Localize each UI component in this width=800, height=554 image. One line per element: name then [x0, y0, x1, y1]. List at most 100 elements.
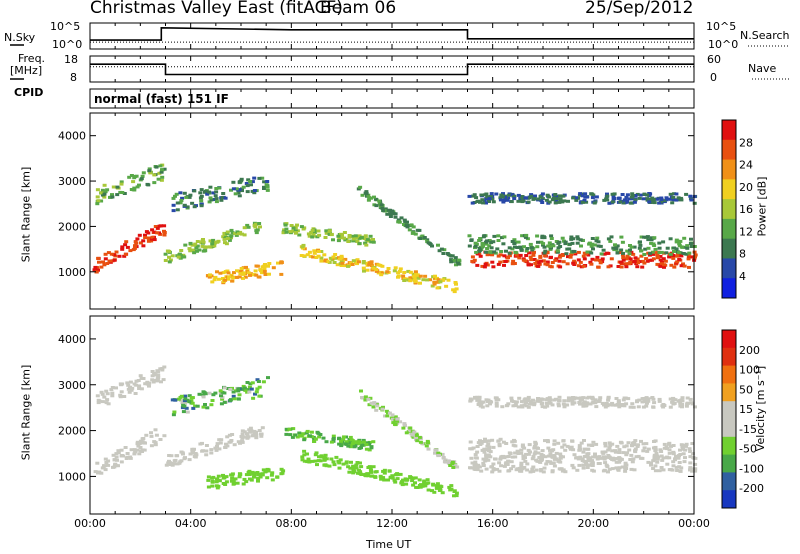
velocity-cell [248, 382, 253, 386]
velocity-cell [290, 435, 295, 439]
power-cell [551, 196, 556, 200]
velocity-cell [159, 380, 163, 384]
power-cell [687, 265, 691, 269]
power-cell [557, 259, 562, 263]
power-cell [507, 251, 512, 255]
power-cell [212, 244, 217, 248]
velocity-cell [490, 465, 494, 469]
power-cell [357, 260, 361, 264]
velocity-cell [606, 448, 611, 452]
power-cell [536, 197, 541, 201]
power-cell [556, 246, 561, 250]
power-cell [547, 241, 552, 245]
velocity-cell [128, 380, 133, 384]
velocity-cell [256, 477, 261, 480]
power-cell [137, 233, 142, 237]
power-cell [336, 234, 341, 238]
velocity-cell [371, 440, 376, 444]
velocity-cell [260, 473, 265, 477]
power-cell [507, 193, 512, 197]
velocity-cell [201, 393, 206, 397]
power-cell [658, 254, 663, 258]
velocity-cell [525, 462, 530, 466]
power-cell [606, 237, 611, 241]
velocity-cell [245, 381, 250, 384]
power-cell [451, 259, 456, 263]
velocity-cell [254, 436, 259, 440]
velocity-cell [134, 379, 139, 383]
power-cell [595, 255, 600, 259]
power-cell [507, 254, 512, 258]
velocity-cell [514, 400, 519, 404]
velocity-cell [631, 405, 636, 409]
power-cell [95, 195, 100, 199]
power-cell [323, 236, 328, 239]
velocity-cell [371, 465, 376, 469]
power-cell [205, 192, 210, 196]
power-cell [312, 231, 317, 234]
velocity-cell [357, 446, 362, 450]
power-cell [412, 279, 417, 282]
velocity-cell [102, 395, 107, 399]
power-cell [653, 247, 658, 251]
power-cell [570, 241, 575, 245]
velocity-cell [548, 460, 552, 464]
velocity-cell [615, 444, 620, 448]
velocity-cell [100, 400, 105, 404]
power-cell [452, 290, 457, 294]
power-cell [163, 252, 168, 256]
velocity-cell [491, 462, 496, 466]
power-cell [379, 271, 384, 275]
power-cell [651, 257, 656, 261]
power-cell [674, 192, 679, 196]
velocity-cell [187, 400, 192, 404]
velocity-cell [175, 454, 180, 458]
velocity-cell [158, 438, 163, 441]
velocity-cell [204, 453, 209, 457]
power-colorbar-segment [722, 139, 736, 161]
power-cell [456, 262, 461, 266]
power-cell [217, 186, 222, 190]
velocity-cell [562, 405, 567, 409]
velocity-cell [493, 396, 498, 400]
velocity-cell [531, 465, 536, 469]
velocity-colorbar-tick: 100 [739, 364, 760, 377]
power-cell [119, 180, 124, 184]
velocity-cell [468, 440, 473, 444]
velocity-cell [337, 442, 342, 446]
velocity-cell [183, 401, 187, 405]
power-cell [379, 273, 384, 277]
velocity-cell [626, 441, 631, 445]
power-cell [156, 177, 161, 181]
velocity-cell [623, 469, 628, 473]
power-cell [308, 254, 313, 258]
velocity-cell [473, 463, 478, 467]
velocity-cell [589, 443, 594, 447]
velocity-cell [661, 456, 666, 460]
velocity-cell [641, 442, 646, 446]
velocity-cell [618, 457, 623, 461]
station-title: Christmas Valley East (fitACF) [90, 0, 343, 18]
velocity-cell [563, 403, 568, 407]
velocity-cell [661, 403, 666, 406]
power-cell [157, 171, 162, 175]
power-cell [480, 242, 485, 245]
power-cell [661, 240, 666, 244]
power-cell [619, 248, 624, 252]
velocity-cell [220, 395, 225, 399]
power-cell [262, 185, 266, 189]
power-cell [507, 246, 512, 250]
velocity-cell [422, 479, 427, 483]
power-cell [615, 251, 620, 255]
power-cell [102, 183, 107, 187]
power-cell [564, 252, 569, 256]
power-cell [179, 249, 184, 252]
velocity-cell [522, 403, 527, 407]
power-cell [524, 233, 529, 237]
velocity-cell [536, 451, 541, 455]
velocity-cell [645, 401, 649, 405]
velocity-cell [478, 404, 483, 408]
power-cell [423, 274, 428, 278]
power-cell [487, 200, 491, 203]
power-cell [381, 209, 386, 213]
